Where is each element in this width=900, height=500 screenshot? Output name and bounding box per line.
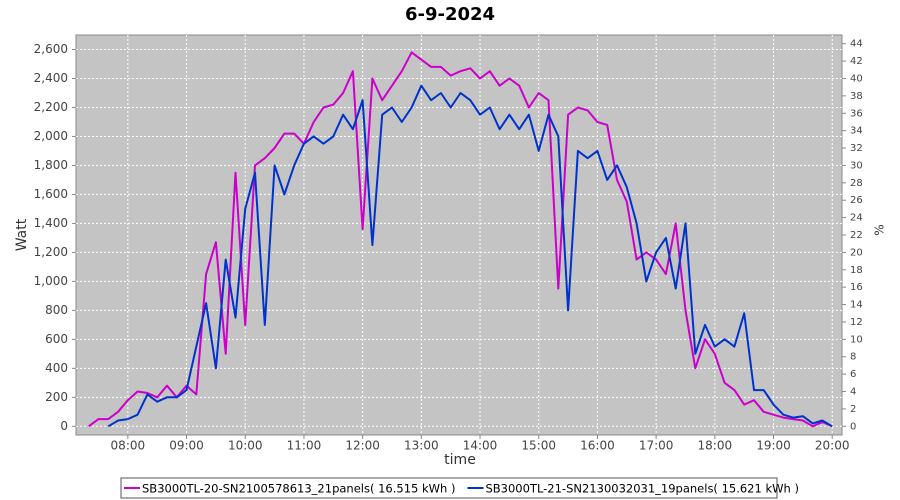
- y2-axis-label: %: [873, 224, 887, 235]
- x-tick-label: 18:00: [698, 439, 733, 453]
- x-tick-label: 13:00: [404, 439, 439, 453]
- y2-tick-label: 14: [850, 300, 863, 311]
- y-tick-label: 600: [45, 332, 68, 346]
- x-tick-label: 09:00: [169, 439, 204, 453]
- x-axis-label: time: [444, 452, 476, 468]
- y2-tick-label: 30: [850, 160, 863, 171]
- legend: [120, 477, 778, 499]
- y2-tick-label: 12: [850, 317, 863, 328]
- x-tick-label: 14:00: [463, 439, 498, 453]
- y2-tick-label: 32: [850, 143, 863, 154]
- y2-tick-label: 42: [850, 56, 863, 67]
- y2-tick-label: 16: [850, 282, 863, 293]
- y2-tick-label: 8: [850, 352, 856, 363]
- series-line: [107, 84, 833, 428]
- y-tick-label: 1,600: [34, 187, 68, 201]
- y-tick-label: 0: [60, 419, 68, 433]
- y2-tick-label: 4: [850, 387, 856, 398]
- x-tick-label: 12:00: [345, 439, 380, 453]
- y2-tick-label: 2: [850, 404, 856, 415]
- y2-tick-label: 24: [850, 213, 863, 224]
- series-line: [88, 51, 833, 428]
- y-tick-label: 1,200: [34, 245, 68, 259]
- y2-tick-label: 22: [850, 230, 863, 241]
- x-tick-label: 20:00: [815, 439, 850, 453]
- y-tick-label: 2,200: [34, 100, 68, 114]
- x-tick-label: 15:00: [521, 439, 556, 453]
- y2-tick-label: 38: [850, 91, 863, 102]
- y-tick-label: 800: [45, 303, 68, 317]
- y2-tick-label: 34: [850, 126, 863, 137]
- x-tick-label: 11:00: [287, 439, 322, 453]
- y-tick-label: 400: [45, 361, 68, 375]
- y-tick-label: 1,000: [34, 274, 68, 288]
- y2-tick-label: 36: [850, 108, 863, 119]
- y-tick-label: 2,000: [34, 129, 68, 143]
- y2-tick-label: 10: [850, 334, 863, 345]
- y-tick-label: 2,400: [34, 71, 68, 85]
- y2-tick-label: 6: [850, 369, 856, 380]
- y2-tick-label: 40: [850, 73, 863, 84]
- y2-tick-label: 20: [850, 247, 863, 258]
- x-tick-label: 19:00: [756, 439, 791, 453]
- x-tick-label: 10:00: [228, 439, 263, 453]
- chart-title: 6-9-2024: [405, 4, 495, 25]
- y2-tick-label: 0: [850, 421, 856, 432]
- y-tick-label: 200: [45, 390, 68, 404]
- y2-tick-label: 18: [850, 265, 863, 276]
- legend-label: SB3000TL-21-SN2130032031_19panels( 15.62…: [485, 482, 798, 496]
- y-tick-label: 1,400: [34, 216, 68, 230]
- y-tick-label: 2,600: [34, 42, 68, 56]
- y2-tick-label: 26: [850, 195, 863, 206]
- y-tick-label: 1,800: [34, 158, 68, 172]
- x-tick-label: 16:00: [580, 439, 615, 453]
- x-tick-label: 17:00: [639, 439, 674, 453]
- y2-tick-label: 28: [850, 178, 863, 189]
- y2-tick-label: 44: [850, 39, 863, 50]
- y-axis-label: Watt: [14, 218, 30, 251]
- x-tick-label: 08:00: [111, 439, 146, 453]
- legend-label: SB3000TL-20-SN2100578613_21panels( 16.51…: [142, 482, 455, 496]
